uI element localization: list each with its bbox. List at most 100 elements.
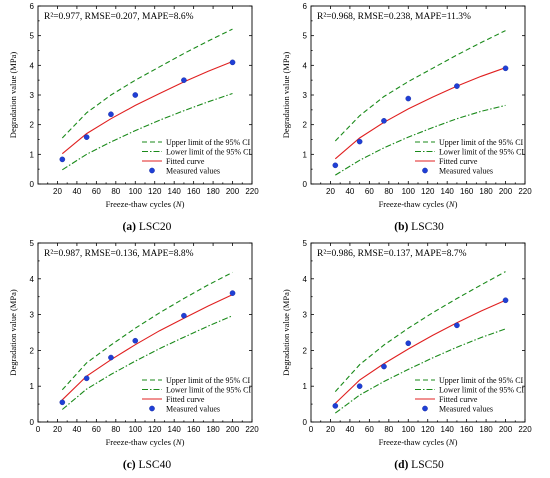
x-tick-label: 160 — [460, 187, 474, 196]
y-axis-title: Degradation value (MPa) — [8, 289, 18, 376]
lower-ci-line — [335, 104, 506, 176]
y-tick-label: 1 — [30, 382, 35, 391]
panel-caption: (b) LSC30 — [394, 221, 444, 233]
lower-ci-line — [334, 328, 506, 414]
y-tick-label: 5 — [30, 239, 35, 248]
x-tick-label: 140 — [168, 425, 182, 434]
stats-label: R²=0.977, RMSE=0.207, MAPE=8.6% — [44, 12, 194, 22]
x-tick-label: 20 — [53, 187, 62, 196]
fitted-curve-line — [334, 67, 506, 160]
plot-frame — [37, 242, 253, 423]
x-tick-label: 200 — [499, 425, 513, 434]
fitted-curve-line — [334, 299, 506, 404]
measured-point — [332, 162, 339, 169]
x-tick-label: 160 — [460, 425, 474, 434]
legend-label: Upper limit of the 95% CI — [166, 138, 251, 147]
plot-frame — [310, 5, 526, 185]
y-tick-label: 4 — [303, 275, 308, 284]
legend-lower: Lower limit of the 95% CI — [415, 148, 524, 157]
x-axis-title: Freeze-thaw cycles (N) — [379, 199, 458, 209]
measured-point — [181, 312, 187, 319]
chart-panel-4: 0 20 40 60 80 100 120 140 160 180 200 220 0 1 2 3 4 5 Free… — [281, 239, 532, 447]
x-tick-label: 220 — [518, 187, 532, 196]
legend-marker — [149, 167, 155, 174]
x-tick-label: 200 — [226, 425, 240, 434]
chart-panel-3: 0 20 40 60 80 100 120 140 160 180 200 220 0 1 2 3 4 5 Free… — [8, 239, 259, 447]
chart-panel-2: 20 40 60 80 100 120 140 160 180 200 220 0 1 2 3 4 5 6 Free… — [281, 2, 532, 209]
x-tick-label: 20 — [53, 425, 62, 434]
legend-label: Upper limit of the 95% CI — [439, 376, 524, 385]
y-tick-label: 0 — [303, 418, 308, 427]
x-tick-label: 40 — [72, 425, 81, 434]
x-tick-label: 40 — [72, 187, 81, 196]
plot-frame — [37, 5, 253, 185]
stats-label: R²=0.968, RMSE=0.238, MAPE=11.3% — [317, 12, 471, 22]
measured-point — [381, 363, 387, 370]
x-tick-label: 40 — [345, 187, 354, 196]
legend-label: Fitted curve — [439, 157, 478, 166]
x-tick-label: 140 — [441, 425, 455, 434]
stats-label: R²=0.987, RMSE=0.136, MAPE=8.8% — [44, 249, 194, 259]
legend-label: Measured values — [439, 167, 493, 176]
x-tick-label: 100 — [129, 187, 143, 196]
upper-ci-line — [334, 271, 506, 392]
legend-label: Fitted curve — [439, 395, 478, 404]
legend-measured: Measured values — [422, 405, 493, 414]
x-tick-label: 100 — [129, 425, 143, 434]
x-tick-label: 80 — [384, 425, 393, 434]
measured-point — [332, 403, 339, 409]
upper-ci-line — [61, 271, 233, 391]
x-tick-label: 20 — [326, 425, 335, 434]
measured-point — [132, 337, 139, 344]
legend-label: Upper limit of the 95% CI — [439, 138, 524, 147]
lower-ci-line — [62, 92, 233, 171]
y-tick-label: 0 — [30, 418, 35, 427]
x-tick-label: 100 — [402, 187, 416, 196]
x-tick-label: 180 — [479, 187, 493, 196]
measured-point — [181, 77, 187, 83]
x-tick-label: 180 — [206, 187, 220, 196]
x-tick-label: 60 — [365, 187, 374, 196]
measured-point — [83, 375, 90, 382]
x-tick-label: 180 — [479, 425, 493, 434]
panel-caption: (c) LSC40 — [123, 459, 171, 471]
upper-ci-line — [61, 28, 233, 139]
legend-lower: Lower limit of the 95% CI — [142, 148, 251, 157]
legend-label: Lower limit of the 95% CI — [439, 386, 524, 395]
x-tick-label: 80 — [111, 187, 120, 196]
x-tick-label: 100 — [402, 425, 416, 434]
y-axis-title: Degradation value (MPa) — [281, 52, 291, 139]
legend-lower: Lower limit of the 95% CI — [415, 386, 524, 395]
chart-panel-1: 20 40 60 80 100 120 140 160 180 200 220 0 1 2 3 4 5 6 Free… — [8, 2, 259, 209]
legend-label: Lower limit of the 95% CI — [439, 148, 524, 157]
x-tick-label: 160 — [187, 425, 201, 434]
panel-caption: (a) LSC20 — [123, 221, 172, 233]
measured-point — [59, 399, 66, 406]
legend-upper: Upper limit of the 95% CI — [142, 138, 251, 147]
y-tick-label: 5 — [303, 32, 308, 41]
fitted-curve-line — [61, 294, 233, 401]
x-tick-label: 220 — [245, 187, 259, 196]
legend-label: Lower limit of the 95% CI — [166, 386, 251, 395]
measured-point — [356, 383, 363, 390]
y-tick-label: 2 — [30, 346, 35, 355]
y-tick-label: 1 — [30, 150, 35, 159]
x-tick-label: 220 — [518, 425, 532, 434]
measured-point — [405, 95, 412, 102]
x-tick-label: 80 — [111, 425, 120, 434]
measured-point — [59, 156, 66, 163]
measured-point — [502, 297, 509, 304]
y-tick-label: 4 — [30, 275, 35, 284]
y-tick-label: 4 — [30, 61, 35, 70]
measured-point — [108, 354, 114, 361]
legend-fitted: Fitted curve — [415, 157, 478, 166]
x-axis-title: Freeze-thaw cycles (N) — [106, 199, 185, 209]
x-tick-label: 120 — [148, 187, 162, 196]
x-tick-label: 200 — [226, 187, 240, 196]
y-tick-label: 5 — [303, 239, 308, 248]
legend-label: Lower limit of the 95% CI — [166, 148, 251, 157]
measured-point — [454, 322, 460, 329]
measured-point — [454, 83, 460, 89]
measured-point — [83, 134, 90, 140]
x-tick-label: 40 — [345, 425, 354, 434]
